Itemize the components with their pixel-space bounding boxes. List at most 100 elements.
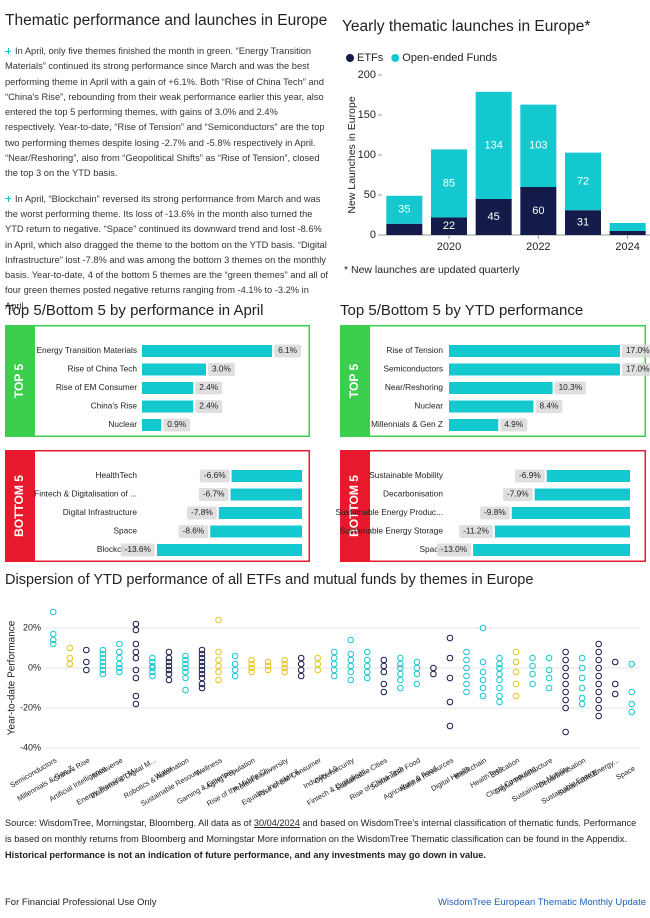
value-label-bg bbox=[459, 525, 493, 538]
point bbox=[347, 668, 355, 676]
value-label-bg bbox=[502, 488, 533, 501]
point bbox=[116, 654, 123, 662]
point bbox=[264, 666, 272, 674]
point bbox=[116, 660, 123, 668]
bar-value-label: 45 bbox=[488, 211, 500, 223]
paragraphs: In April, only five themes finished the … bbox=[5, 44, 330, 314]
paragraph: In April, only five themes finished the … bbox=[5, 44, 330, 182]
legend-label: ETFs bbox=[357, 52, 384, 64]
point bbox=[479, 624, 487, 632]
point bbox=[314, 654, 322, 662]
point bbox=[529, 670, 536, 678]
point bbox=[496, 692, 503, 700]
point bbox=[545, 666, 553, 674]
bar-segment bbox=[386, 195, 423, 224]
point bbox=[83, 666, 90, 674]
point bbox=[132, 666, 140, 674]
point bbox=[562, 688, 569, 696]
point bbox=[578, 700, 586, 708]
y-axis-label: Year-to-date Performance bbox=[7, 620, 18, 735]
y-tick-label: 0% bbox=[28, 662, 41, 672]
point bbox=[132, 626, 140, 634]
point bbox=[413, 680, 421, 688]
bar bbox=[511, 507, 630, 519]
bar bbox=[142, 400, 194, 413]
point bbox=[182, 664, 189, 672]
disclaimer: Historical performance is not an indicat… bbox=[5, 850, 486, 860]
point bbox=[413, 670, 421, 678]
point bbox=[595, 664, 602, 672]
paragraph-text: In April, “Blockchain” reversed its stro… bbox=[5, 193, 328, 311]
bar bbox=[210, 525, 302, 538]
footer-left: For Financial Professional Use Only bbox=[5, 897, 157, 908]
point bbox=[463, 664, 470, 672]
point bbox=[347, 676, 355, 684]
point bbox=[578, 694, 586, 702]
point bbox=[165, 676, 173, 684]
paragraph: In April, “Blockchain” reversed its stro… bbox=[5, 192, 330, 314]
bar bbox=[230, 488, 302, 501]
x-tick-label: 2020 bbox=[437, 241, 461, 253]
point bbox=[512, 658, 520, 666]
point bbox=[595, 680, 602, 688]
bar-value-label: 134 bbox=[484, 139, 502, 151]
point bbox=[578, 654, 586, 662]
point bbox=[512, 680, 520, 688]
bar-value-label: 22 bbox=[443, 220, 455, 232]
point bbox=[545, 684, 553, 692]
point bbox=[132, 654, 140, 662]
point bbox=[99, 662, 107, 670]
bar-segment bbox=[431, 149, 467, 218]
point bbox=[132, 674, 140, 682]
value-label: 17.0% bbox=[626, 364, 650, 374]
point bbox=[363, 668, 371, 676]
value-label-bg bbox=[274, 344, 302, 358]
point bbox=[215, 656, 222, 664]
point bbox=[149, 664, 156, 672]
value-label: -9.8% bbox=[484, 507, 506, 517]
value-label: 6.1% bbox=[278, 345, 298, 355]
point bbox=[595, 704, 602, 712]
point bbox=[149, 654, 156, 662]
point bbox=[198, 662, 206, 670]
point bbox=[479, 692, 487, 700]
value-label-bg bbox=[515, 469, 545, 483]
point bbox=[595, 640, 602, 648]
point bbox=[529, 654, 536, 662]
category-label: Rise of China Tech bbox=[68, 364, 138, 374]
point bbox=[578, 684, 586, 692]
section-title: Top 5/Bottom 5 by performance in April bbox=[5, 302, 263, 319]
category-label: Space bbox=[113, 526, 137, 536]
point bbox=[83, 646, 90, 654]
point bbox=[611, 690, 619, 698]
bar bbox=[449, 419, 499, 431]
point bbox=[363, 656, 371, 664]
bar bbox=[449, 400, 534, 413]
point bbox=[512, 668, 520, 676]
y-tick-label: 200 bbox=[358, 69, 376, 81]
point bbox=[611, 680, 619, 688]
point bbox=[595, 688, 602, 696]
point bbox=[248, 668, 255, 676]
value-label: -6.6% bbox=[204, 470, 226, 480]
category-label: Rise of Tension bbox=[386, 345, 443, 355]
point bbox=[463, 688, 470, 696]
point bbox=[595, 696, 602, 704]
value-label-bg bbox=[195, 381, 223, 395]
point bbox=[231, 672, 239, 680]
legend-swatch bbox=[391, 54, 400, 62]
point bbox=[165, 648, 173, 656]
x-tick-label: 2024 bbox=[615, 241, 639, 253]
point bbox=[330, 648, 338, 656]
point bbox=[49, 640, 57, 648]
point bbox=[479, 684, 487, 692]
bar-segment bbox=[520, 104, 557, 187]
value-label: -13.6% bbox=[125, 544, 152, 554]
value-label-bg bbox=[554, 381, 587, 395]
bar-segment bbox=[565, 152, 601, 211]
point bbox=[198, 684, 206, 692]
point bbox=[198, 680, 206, 688]
point bbox=[578, 674, 586, 682]
point bbox=[545, 674, 553, 682]
legend-swatch bbox=[346, 54, 354, 62]
